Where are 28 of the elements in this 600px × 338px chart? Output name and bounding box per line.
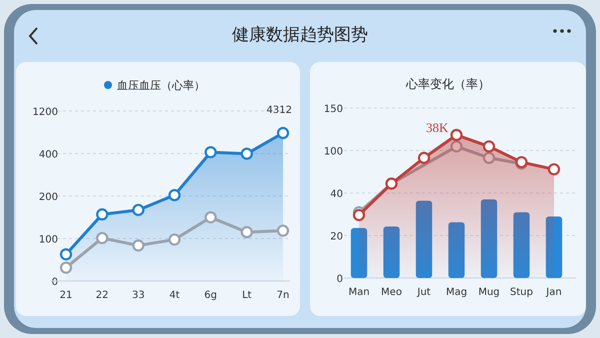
x-tick-label: Mug bbox=[478, 287, 500, 298]
text: 40 bbox=[330, 189, 343, 200]
x-tick-label: Jan bbox=[545, 287, 562, 298]
text: 4312 bbox=[266, 105, 292, 116]
x-tick-label: 22 bbox=[96, 290, 109, 301]
annotation: 400 bbox=[38, 150, 58, 160]
text: 150 bbox=[324, 104, 343, 115]
x-tick-label: 4t bbox=[169, 290, 180, 301]
text: 100 bbox=[324, 146, 343, 158]
x-tick-label: 6g bbox=[204, 290, 218, 301]
x-tick-label: Meo bbox=[381, 287, 402, 298]
x-tick-label: Mag bbox=[446, 287, 468, 298]
text: 1200 bbox=[32, 107, 58, 118]
x-tick-label: Stup bbox=[510, 287, 533, 298]
x-tick-label: Man bbox=[348, 287, 370, 298]
text: 0 bbox=[336, 274, 343, 285]
x-tick-label: 7n bbox=[276, 290, 290, 301]
chart-title: 心率变化（率） bbox=[405, 77, 490, 91]
legend-label: 血压血压（心率） bbox=[117, 79, 205, 92]
x-tick-label: Jut bbox=[416, 287, 431, 298]
x-tick-label: Lt bbox=[242, 290, 252, 301]
annotation: 200 bbox=[38, 192, 58, 203]
annotation: 38K bbox=[426, 120, 449, 135]
text: 20 bbox=[330, 232, 343, 242]
text: 健康数据趋势图势 bbox=[232, 25, 368, 45]
annotation: 100 bbox=[38, 234, 58, 246]
x-tick-label: 21 bbox=[60, 290, 72, 301]
x-tick-label: 33 bbox=[132, 290, 145, 301]
